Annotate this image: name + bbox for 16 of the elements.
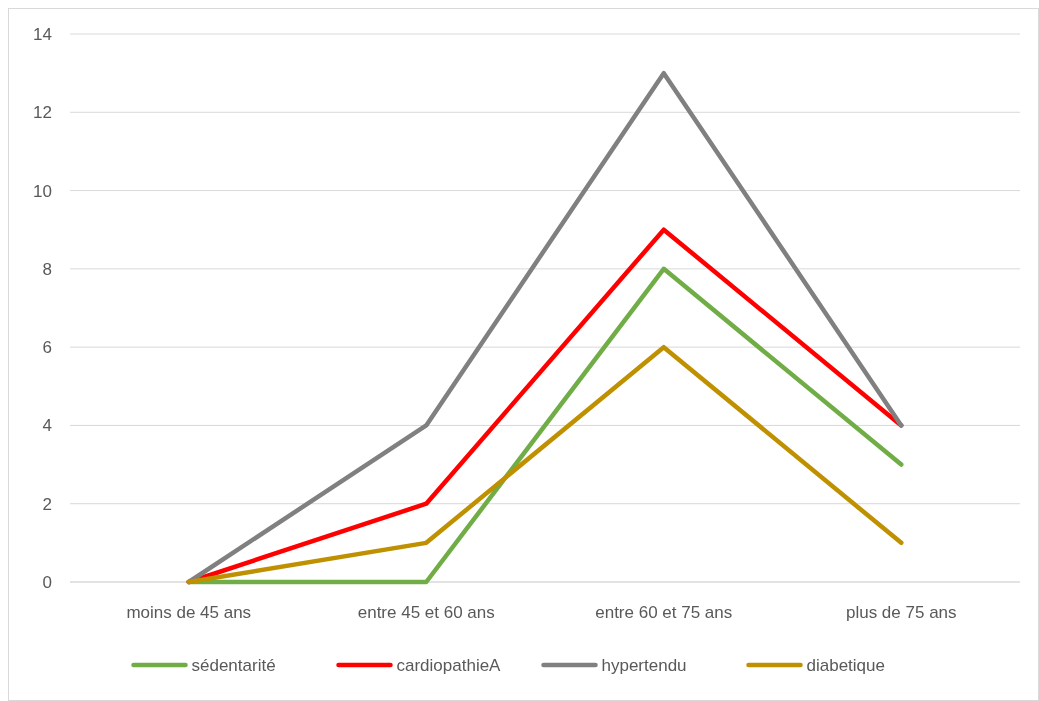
- y-tick-label: 2: [42, 494, 52, 514]
- y-tick-label: 4: [42, 416, 52, 436]
- y-tick-label: 10: [33, 181, 52, 201]
- x-tick-label: entre 60 et 75 ans: [595, 603, 733, 622]
- x-tick-label: entre 45 et 60 ans: [357, 603, 495, 622]
- legend-label: sédentarité: [191, 655, 276, 675]
- y-tick-label: 12: [33, 103, 52, 123]
- x-tick-label: plus de 75 ans: [845, 603, 957, 622]
- x-tick-label: moins de 45 ans: [126, 603, 252, 622]
- legend-label: diabetique: [806, 655, 885, 675]
- y-tick-label: 8: [42, 259, 52, 279]
- y-tick-label: 0: [42, 572, 52, 592]
- legend-label: cardiopathieA: [396, 655, 502, 675]
- legend-label: hypertendu: [601, 655, 687, 675]
- y-tick-label: 6: [42, 338, 52, 358]
- y-tick-label: 14: [33, 24, 52, 44]
